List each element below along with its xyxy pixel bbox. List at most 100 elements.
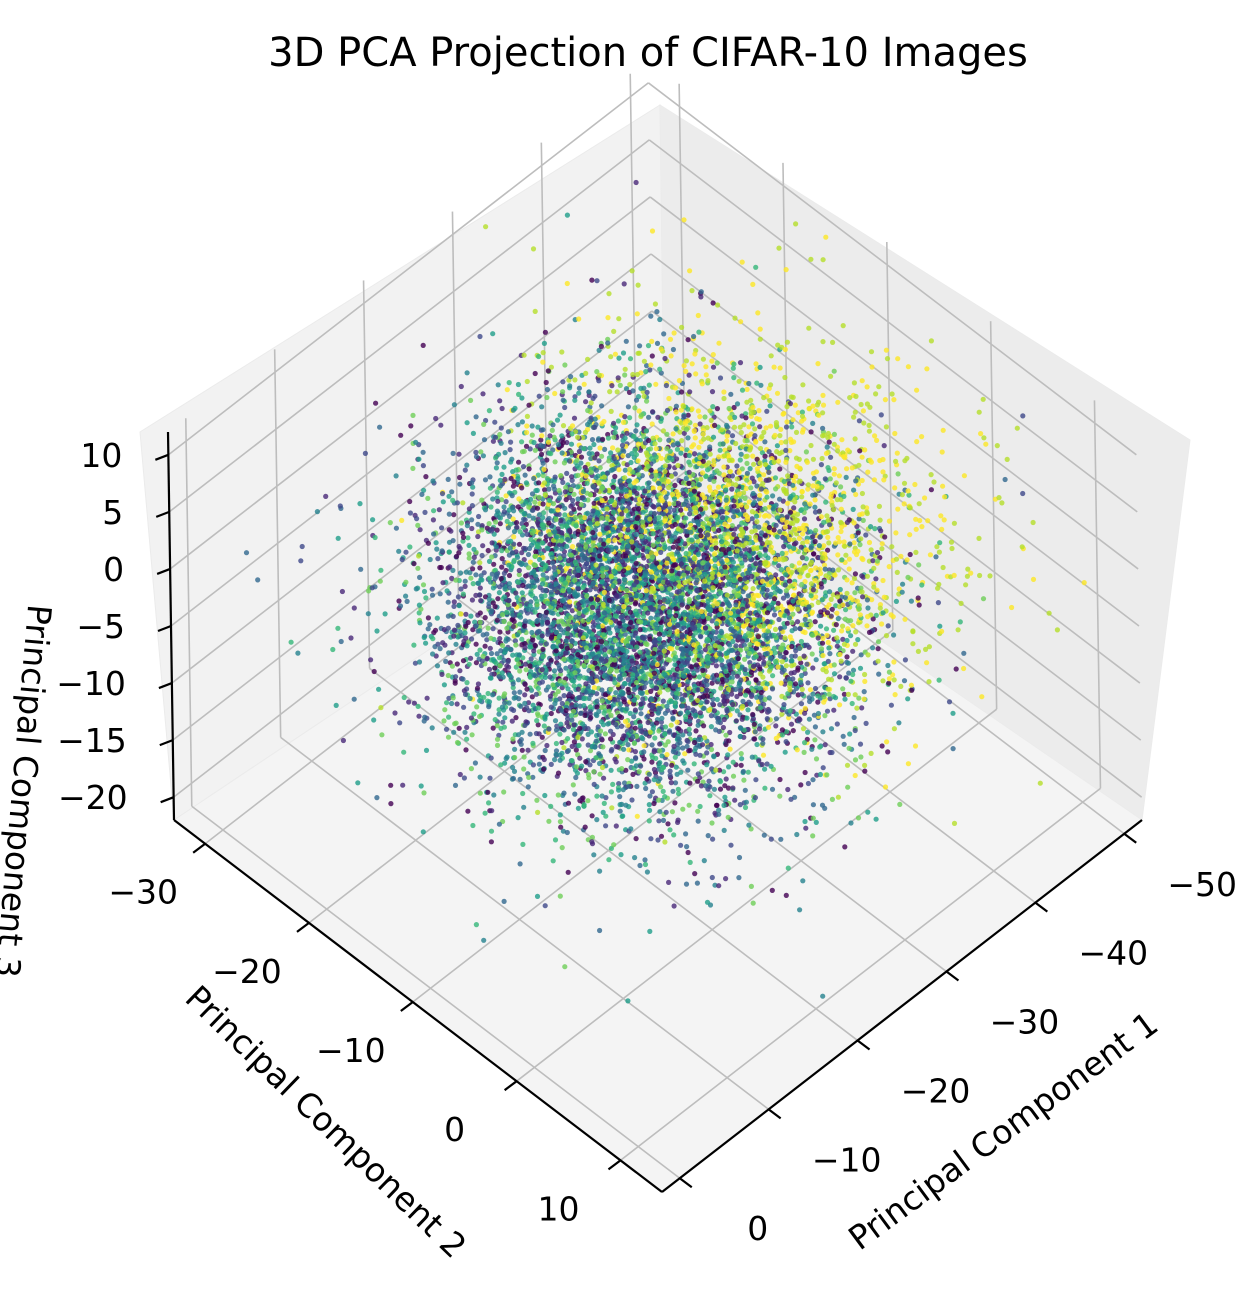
scatter-point [557, 671, 564, 677]
scatter-point [370, 517, 376, 523]
scatter-point [831, 368, 837, 374]
scatter-point [541, 340, 548, 346]
scatter-point [745, 707, 751, 713]
scatter-point [559, 739, 565, 746]
scatter-point [704, 699, 710, 705]
scatter-point [535, 711, 541, 717]
scatter-point [599, 698, 605, 704]
scatter-point [609, 805, 615, 811]
scatter-point [766, 513, 772, 519]
scatter-point [820, 339, 826, 345]
scatter-point [852, 727, 858, 734]
scatter-point [477, 790, 483, 796]
scatter-point [649, 228, 656, 234]
scatter-point [759, 434, 765, 440]
scatter-point [355, 780, 361, 786]
scatter-point [591, 769, 597, 775]
scatter-point [499, 471, 505, 477]
scatter-point [644, 776, 650, 782]
scatter-point [851, 414, 857, 420]
scatter-point [616, 787, 622, 793]
scatter-point [738, 319, 744, 325]
scatter-point [709, 874, 715, 881]
scatter-point [571, 739, 578, 745]
scatter-point [612, 756, 618, 762]
scatter-point [748, 883, 755, 890]
scatter-point [337, 503, 343, 509]
scatter-point [916, 562, 922, 568]
scatter-point [468, 766, 474, 772]
scatter-point [764, 716, 770, 722]
scatter-point [433, 415, 439, 422]
scatter-point [793, 221, 799, 227]
scatter-point [933, 554, 939, 560]
scatter-point [776, 588, 782, 594]
scatter-point [676, 378, 683, 384]
scatter-point [802, 616, 808, 623]
scatter-point [522, 681, 528, 688]
scatter-point [741, 777, 747, 783]
scatter-point [434, 663, 441, 669]
scatter-point [753, 264, 759, 270]
scatter-point [716, 811, 722, 817]
scatter-point [838, 528, 844, 535]
scatter-point [581, 381, 587, 387]
scatter-point [470, 822, 476, 829]
scatter-point [530, 774, 536, 780]
scatter-point [382, 611, 388, 617]
scatter-point [828, 596, 834, 603]
scatter-point [707, 451, 713, 457]
scatter-point [299, 543, 305, 550]
scatter-point [451, 603, 457, 610]
scatter-point [468, 655, 474, 661]
scatter-point [761, 832, 767, 838]
scatter-point [635, 458, 641, 464]
scatter-point [415, 565, 421, 571]
wall-grid-z-b-4 [651, 310, 1141, 684]
scatter-point [619, 723, 625, 729]
scatter-point [298, 558, 304, 564]
scatter-point [802, 740, 808, 746]
scatter-point [666, 437, 672, 443]
scatter-point [651, 766, 658, 773]
scatter-point [589, 834, 596, 841]
scatter-point [674, 771, 680, 777]
wall-grid-z-a-1 [168, 139, 650, 513]
scatter-point [636, 472, 642, 478]
scatter-point [589, 813, 595, 819]
scatter-point [1030, 576, 1037, 583]
scatter-point [848, 633, 854, 639]
scatter-point [878, 412, 884, 418]
scatter-point [807, 687, 814, 693]
scatter-point [880, 678, 886, 684]
scatter-point [757, 445, 764, 452]
scatter-point [693, 662, 700, 668]
scatter-point [597, 771, 603, 777]
scatter-point [672, 662, 678, 668]
scatter-point [486, 666, 493, 673]
scatter-point [470, 430, 476, 436]
scatter-point [855, 530, 861, 536]
scatter-point [666, 729, 673, 735]
scatter-point [401, 749, 407, 755]
scatter-point [338, 638, 344, 645]
scatter-point [558, 627, 564, 633]
scatter-point [520, 655, 526, 661]
scatter-point [818, 462, 825, 468]
scatter-point [477, 774, 483, 780]
scatter-point [866, 428, 873, 434]
scatter-point [736, 378, 742, 384]
scatter-point [625, 404, 632, 410]
scatter-point [746, 680, 752, 686]
scatter-point [565, 736, 571, 742]
scatter-point [673, 764, 679, 770]
scatter-point [813, 756, 820, 762]
scatter-point [468, 397, 474, 403]
scatter-point [532, 370, 538, 377]
scatter-point [545, 439, 552, 445]
scatter-point [479, 497, 485, 503]
scatter-point [778, 439, 784, 446]
scatter-point [498, 425, 504, 431]
scatter-point [836, 473, 843, 479]
scatter-point [826, 691, 832, 697]
